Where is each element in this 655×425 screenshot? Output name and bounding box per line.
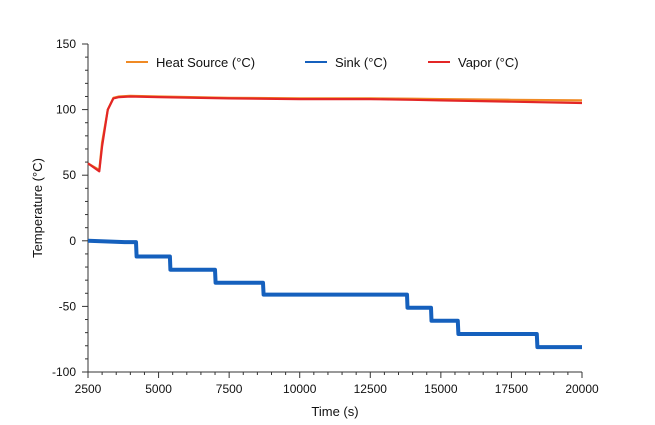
x-tick-label: 12500 (354, 382, 388, 396)
series-line-1 (87, 238, 582, 350)
x-tick-label: 10000 (283, 382, 317, 396)
ticks: -100 -50 0 50 100 150 2500 5000 7500 10000 12500 15… (52, 37, 599, 396)
y-tick-label: 0 (69, 234, 76, 248)
y-tick-label: 150 (56, 37, 76, 51)
y-tick-label: 50 (63, 168, 77, 182)
series-lines (87, 94, 583, 350)
series-line-0 (87, 94, 583, 172)
y-tick-label: -50 (59, 299, 77, 313)
x-tick-label: 17500 (495, 382, 529, 396)
legend-label-1: Sink (°C) (335, 55, 387, 70)
y-tick-label: 100 (56, 103, 76, 117)
legend: Heat Source (°C) Sink (°C) Vapor (°C) (126, 55, 519, 70)
y-axis-label: Temperature (°C) (30, 158, 45, 258)
x-tick-label: 20000 (565, 382, 599, 396)
x-tick-label: 7500 (216, 382, 243, 396)
legend-label-0: Heat Source (°C) (156, 55, 255, 70)
y-tick-label: -100 (52, 365, 76, 379)
x-tick-label: 15000 (424, 382, 458, 396)
axes (87, 44, 582, 373)
series-line-2 (87, 95, 583, 173)
legend-label-2: Vapor (°C) (458, 55, 519, 70)
x-axis-label: Time (s) (311, 404, 358, 419)
x-tick-label: 5000 (145, 382, 172, 396)
x-tick-label: 2500 (75, 382, 102, 396)
